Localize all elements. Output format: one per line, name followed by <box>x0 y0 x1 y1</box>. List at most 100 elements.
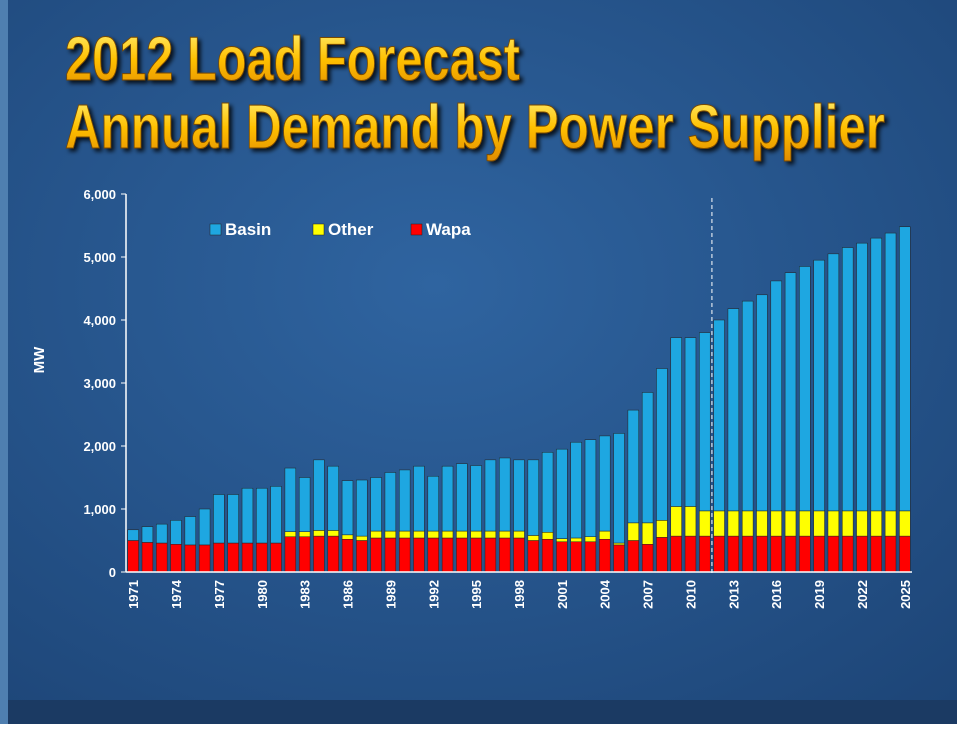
bar-segment <box>842 510 854 537</box>
bar-segment <box>599 538 611 573</box>
bar-segment <box>870 510 882 537</box>
bar-segment <box>627 522 640 541</box>
bar-segment <box>813 259 825 512</box>
bar-segment <box>641 522 654 545</box>
bar-segment <box>298 477 311 532</box>
bar-segment <box>241 487 254 544</box>
bar-segment <box>827 535 840 573</box>
bar-segment <box>384 530 397 539</box>
bar-segment <box>827 253 840 512</box>
bar-segment <box>470 530 482 539</box>
y-tick-label: 1,000 <box>83 502 116 517</box>
bar-segment <box>298 536 311 573</box>
legend-label: Other <box>328 220 374 239</box>
bar-segment <box>213 494 225 544</box>
bar-segment <box>341 534 354 540</box>
bar-segment <box>699 332 711 512</box>
bar-segment <box>284 467 297 532</box>
bar-segment <box>570 541 582 573</box>
bar-segment <box>413 465 425 532</box>
bar-segment <box>156 542 168 573</box>
y-axis-label: MW <box>31 346 48 373</box>
bar-segment <box>842 247 854 512</box>
bar-segment <box>484 459 497 532</box>
bar-segment <box>356 540 368 573</box>
y-tick-label: 0 <box>109 565 116 580</box>
bar-segment <box>684 535 697 573</box>
bar-segment <box>184 516 196 546</box>
bar-segment <box>456 537 468 573</box>
bar-segment <box>298 531 311 537</box>
bar-segment <box>441 530 454 539</box>
bar-segment <box>541 532 554 540</box>
bar-segment <box>427 537 439 573</box>
bar-segment <box>613 544 625 573</box>
bar-segment <box>270 542 282 573</box>
bar-segment <box>527 459 539 536</box>
x-tick-label: 2016 <box>769 580 784 609</box>
y-tick-label: 5,000 <box>83 250 116 265</box>
bar-segment <box>570 441 582 539</box>
bar-segment <box>413 530 425 539</box>
bar-segment <box>570 537 582 543</box>
bar-segment <box>141 542 154 573</box>
bar-segment <box>127 540 139 573</box>
bar-segment <box>313 530 325 537</box>
bar-segment <box>727 510 740 537</box>
bar-segment <box>241 542 254 573</box>
y-tick-label: 3,000 <box>83 376 116 391</box>
bar-segment <box>884 510 897 537</box>
bar-segment <box>856 510 868 537</box>
background <box>8 0 957 710</box>
x-tick-label: 2007 <box>641 580 656 609</box>
bar-segment <box>541 538 554 573</box>
x-tick-label: 1995 <box>469 580 484 609</box>
bar-segment <box>884 232 897 512</box>
bar-segment <box>499 457 511 532</box>
y-tick-label: 4,000 <box>83 313 116 328</box>
legend-swatch <box>209 223 222 236</box>
bar-segment <box>556 538 568 543</box>
bar-segment <box>456 463 468 532</box>
bar-segment <box>784 272 797 512</box>
bar-segment <box>427 530 439 539</box>
bar-segment <box>256 487 268 544</box>
bar-segment <box>198 508 211 546</box>
bar-segment <box>413 537 425 573</box>
bar-segment <box>813 535 825 573</box>
bar-segment <box>641 544 654 573</box>
bar-segment <box>713 319 725 512</box>
bar-segment <box>441 537 454 573</box>
bar-segment <box>398 469 411 532</box>
x-tick-label: 1974 <box>169 579 184 609</box>
bar-segment <box>899 510 911 537</box>
bar-segment <box>441 465 454 532</box>
bar-segment <box>884 535 897 573</box>
bar-segment <box>256 542 268 573</box>
bar-segment <box>641 392 654 524</box>
x-tick-label: 1992 <box>426 580 441 609</box>
bar-segment <box>799 535 811 573</box>
bar-segment <box>341 538 354 573</box>
bar-segment <box>670 337 682 507</box>
x-tick-label: 2022 <box>855 580 870 609</box>
x-tick-label: 2001 <box>555 580 570 609</box>
bar-segment <box>356 479 368 537</box>
bar-segment <box>370 537 382 573</box>
bar-segment <box>227 542 239 573</box>
bar-segment <box>370 530 382 539</box>
bar-segment <box>770 535 782 573</box>
x-tick-label: 1977 <box>212 580 227 609</box>
bar-segment <box>699 535 711 573</box>
bar-segment <box>170 544 182 573</box>
x-tick-label: 2013 <box>726 580 741 609</box>
bar-segment <box>670 535 682 573</box>
bar-segment <box>499 530 511 539</box>
bar-segment <box>741 300 754 512</box>
bar-segment <box>313 459 325 531</box>
bar-segment <box>370 477 382 532</box>
chart-subtitle: Annual Demand by Power Supplier <box>65 93 885 162</box>
bar-segment <box>741 510 754 537</box>
bar-segment <box>599 530 611 540</box>
